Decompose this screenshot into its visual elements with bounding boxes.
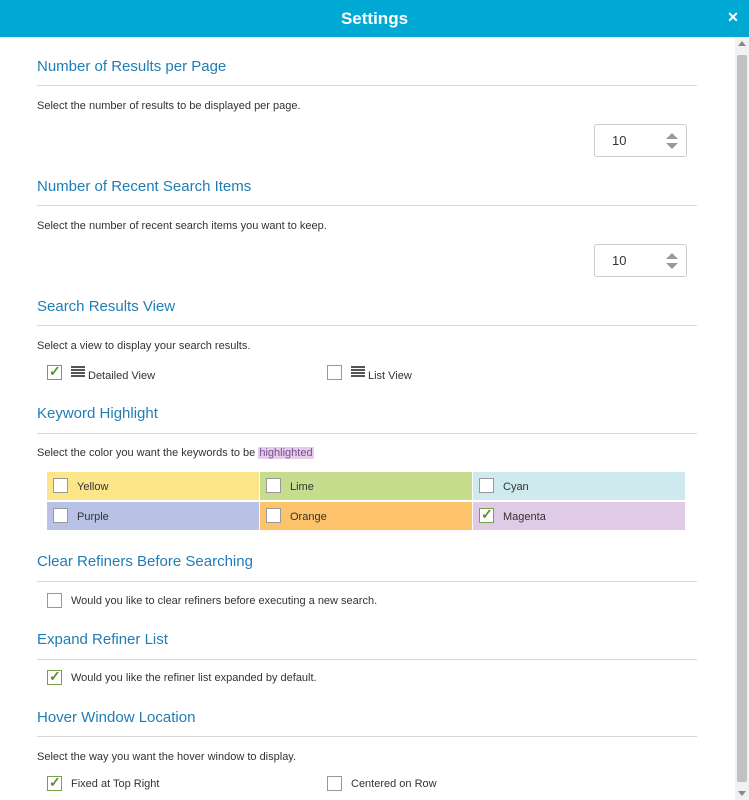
hover-window-description: Select the way you want the hover window… [37, 751, 297, 763]
scroll-up-icon[interactable] [738, 41, 746, 46]
lime-checkbox[interactable] [266, 478, 281, 493]
increment-icon[interactable] [666, 253, 678, 259]
fixed-top-right-label[interactable]: Fixed at Top Right [71, 778, 160, 790]
recent-search-description: Select the number of recent search items… [37, 220, 327, 232]
checkmark-icon: ✓ [481, 506, 493, 522]
results-per-page-title: Number of Results per Page [37, 58, 227, 75]
clear-refiners-checkbox[interactable] [47, 593, 62, 608]
keyword-highlight-description: Select the color you want the keywords t… [37, 447, 314, 459]
highlighted-word: highlighted [258, 447, 314, 459]
expand-refiner-title: Expand Refiner List [37, 631, 168, 648]
divider [37, 205, 697, 206]
cyan-label: Cyan [503, 481, 529, 493]
list-view-checkbox[interactable] [327, 365, 342, 380]
expand-refiner-label[interactable]: Would you like the refiner list expanded… [71, 672, 317, 684]
dialog-title: Settings [340, 9, 409, 28]
dialog-titlebar: Settings ✕ [0, 0, 749, 37]
centered-on-row-label[interactable]: Centered on Row [351, 778, 437, 790]
recent-search-value: 10 [612, 253, 627, 268]
results-per-page-value: 10 [612, 133, 627, 148]
divider [37, 85, 697, 86]
magenta-label: Magenta [503, 511, 546, 523]
color-swatch-orange[interactable]: Orange [260, 502, 472, 530]
checkmark-icon: ✓ [49, 363, 61, 379]
color-swatch-lime[interactable]: Lime [260, 472, 472, 500]
clear-refiners-title: Clear Refiners Before Searching [37, 553, 253, 570]
decrement-icon[interactable] [666, 263, 678, 269]
divider [37, 736, 697, 737]
divider [37, 659, 697, 660]
results-view-title: Search Results View [37, 298, 176, 315]
color-swatch-magenta[interactable]: ✓ Magenta [473, 502, 685, 530]
divider [37, 325, 697, 326]
detailed-view-checkbox[interactable]: ✓ [47, 363, 62, 380]
fixed-top-right-checkbox[interactable]: ✓ [47, 774, 62, 791]
color-swatch-purple[interactable]: Purple [47, 502, 259, 530]
purple-checkbox[interactable] [53, 508, 68, 523]
divider [37, 581, 697, 582]
close-icon[interactable]: ✕ [727, 9, 739, 25]
results-per-page-spinner[interactable]: 10 [594, 124, 687, 157]
color-swatch-yellow[interactable]: Yellow [47, 472, 259, 500]
checkmark-icon: ✓ [49, 668, 61, 684]
yellow-label: Yellow [77, 481, 109, 493]
cyan-checkbox[interactable] [479, 478, 494, 493]
keyword-highlight-title: Keyword Highlight [37, 405, 158, 422]
scroll-down-icon[interactable] [738, 791, 746, 796]
decrement-icon[interactable] [666, 143, 678, 149]
hover-window-title: Hover Window Location [37, 709, 196, 726]
list-view-icon [351, 366, 365, 378]
scrollbar-thumb[interactable] [737, 55, 747, 782]
keyword-highlight-description-text: Select the color you want the keywords t… [37, 447, 259, 459]
increment-icon[interactable] [666, 133, 678, 139]
detailed-view-label[interactable]: Detailed View [88, 370, 156, 382]
results-per-page-description: Select the number of results to be displ… [37, 100, 301, 112]
clear-refiners-label[interactable]: Would you like to clear refiners before … [71, 595, 378, 607]
list-view-label[interactable]: List View [368, 370, 412, 382]
magenta-checkbox[interactable]: ✓ [479, 506, 494, 523]
centered-on-row-checkbox[interactable] [327, 776, 342, 791]
recent-search-spinner[interactable]: 10 [594, 244, 687, 277]
color-swatch-cyan[interactable]: Cyan [473, 472, 685, 500]
yellow-checkbox[interactable] [53, 478, 68, 493]
lime-label: Lime [290, 481, 314, 493]
orange-label: Orange [290, 511, 327, 523]
detailed-view-icon [71, 366, 85, 378]
divider [37, 433, 697, 434]
recent-search-title: Number of Recent Search Items [37, 178, 252, 195]
results-view-description: Select a view to display your search res… [37, 340, 251, 352]
purple-label: Purple [77, 511, 109, 523]
orange-checkbox[interactable] [266, 508, 281, 523]
vertical-scrollbar[interactable] [735, 37, 749, 800]
checkmark-icon: ✓ [49, 774, 61, 790]
expand-refiner-checkbox[interactable]: ✓ [47, 668, 62, 685]
